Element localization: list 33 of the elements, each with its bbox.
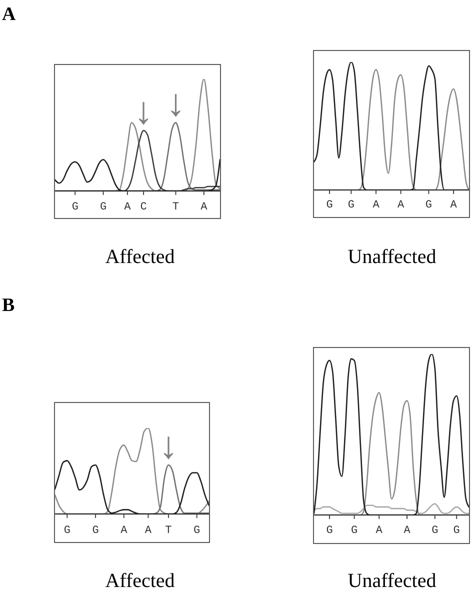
chart-title: B bbox=[2, 295, 15, 316]
x-axis-title: Unaffected bbox=[346, 570, 438, 590]
x-tick-label: G bbox=[194, 525, 200, 537]
x-tick-label: A bbox=[144, 525, 152, 537]
x-tick-label: G bbox=[425, 200, 432, 212]
x-tick-label: G bbox=[100, 202, 107, 214]
annotation: ↓ bbox=[166, 82, 186, 125]
x-tick-label: A bbox=[200, 202, 208, 214]
x-tick-label: A bbox=[404, 525, 411, 537]
x-tick-label: G bbox=[348, 200, 355, 212]
x-tick-label: T bbox=[172, 202, 180, 214]
x-tick-label: A bbox=[450, 200, 458, 212]
x-tick-label: T bbox=[165, 525, 172, 537]
x-tick-label: A bbox=[397, 200, 404, 212]
annotation: ↓ bbox=[134, 90, 154, 133]
x-tick-label: G bbox=[92, 525, 99, 537]
x-tick-label: G bbox=[350, 525, 358, 537]
annotation: ↓ bbox=[158, 424, 178, 467]
x-tick-label: G bbox=[326, 200, 333, 212]
x-tick-label: A bbox=[372, 200, 380, 212]
x-tick-label: G bbox=[326, 525, 333, 537]
x-tick-label: G bbox=[453, 525, 460, 537]
x-tick-label: A bbox=[124, 202, 132, 214]
x-tick-label: A bbox=[120, 525, 128, 537]
x-axis-title: Affected bbox=[104, 570, 176, 590]
x-tick-label: A bbox=[376, 525, 383, 537]
chart-title: A bbox=[2, 4, 16, 25]
x-axis-title: Affected bbox=[104, 246, 176, 268]
x-tick-label: G bbox=[64, 525, 70, 537]
x-tick-label: G bbox=[432, 525, 438, 537]
x-tick-label: C bbox=[140, 202, 148, 214]
x-axis-title: Unaffected bbox=[346, 246, 438, 268]
x-tick-label: G bbox=[72, 202, 78, 214]
